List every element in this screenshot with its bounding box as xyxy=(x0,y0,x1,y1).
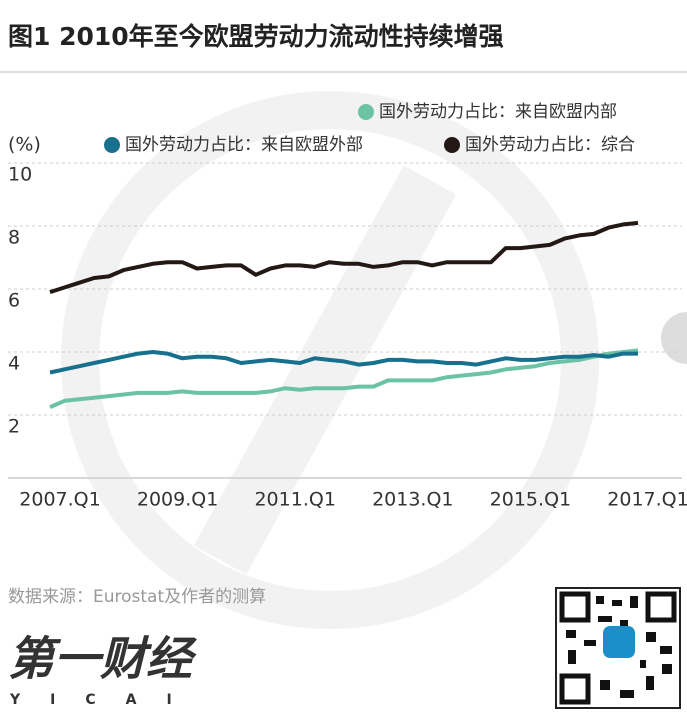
y-tick-label: 10 xyxy=(8,164,32,186)
x-tick-label: 2009.Q1 xyxy=(137,489,218,511)
x-tick-label: 2017.Q1 xyxy=(607,489,687,511)
chart-title: 图1 2010年至今欧盟劳动力流动性持续增强 xyxy=(8,22,504,51)
legend-label: 国外劳动力占比：综合 xyxy=(465,135,635,155)
scroll-button[interactable] xyxy=(661,312,687,364)
legend-marker xyxy=(104,137,120,153)
x-tick-label: 2015.Q1 xyxy=(490,489,571,511)
y-tick-label: 6 xyxy=(8,290,20,312)
series-line xyxy=(49,348,639,409)
qr-code xyxy=(555,587,681,709)
legend-label: 国外劳动力占比：来自欧盟内部 xyxy=(379,102,617,122)
y-tick-label: 4 xyxy=(8,353,20,375)
y-axis-label: (%) xyxy=(8,134,41,156)
brand: 第一财经 xyxy=(8,632,197,686)
legend-marker xyxy=(444,137,460,153)
series-line xyxy=(49,350,638,375)
legend-label: 国外劳动力占比：来自欧盟外部 xyxy=(125,135,363,155)
legend-marker xyxy=(358,104,374,120)
brand-en: YICAI xyxy=(9,692,202,708)
y-tick-label: 8 xyxy=(8,227,20,249)
x-tick-label: 2013.Q1 xyxy=(372,489,453,511)
x-tick-label: 2007.Q1 xyxy=(19,489,100,511)
source: 数据来源：Eurostat及作者的测算 xyxy=(8,587,266,607)
x-tick-label: 2011.Q1 xyxy=(254,489,335,511)
series-line xyxy=(49,220,639,295)
y-tick-label: 2 xyxy=(8,416,20,438)
